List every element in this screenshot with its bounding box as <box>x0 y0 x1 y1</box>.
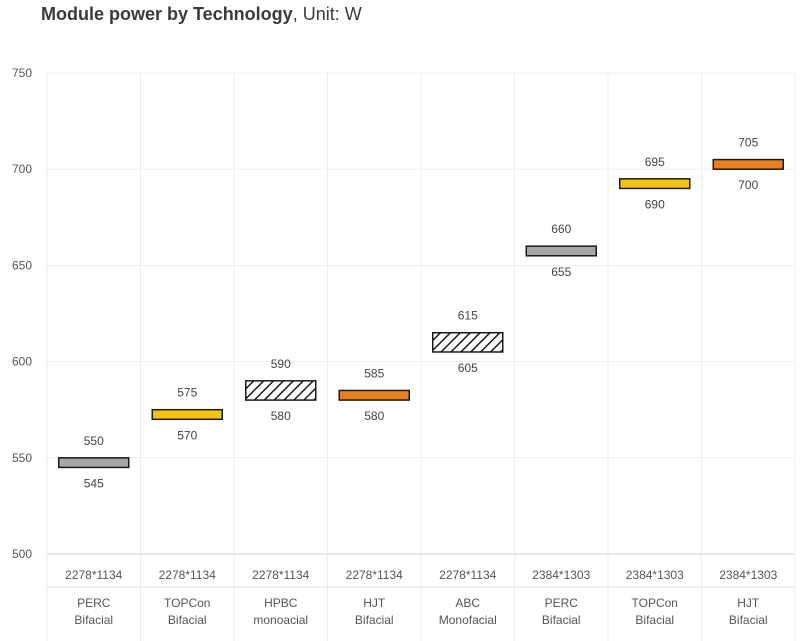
label-low: 545 <box>84 476 104 490</box>
label-high: 590 <box>271 357 291 371</box>
range-bar <box>58 457 130 469</box>
category-tech: HJT <box>363 596 386 610</box>
category-tech: ABC <box>455 596 480 610</box>
label-high: 660 <box>551 222 571 236</box>
category-tech: HJT <box>737 596 760 610</box>
category-tech: TOPCon <box>632 596 678 610</box>
label-low: 655 <box>551 265 571 279</box>
category-tech: PERC <box>77 596 111 610</box>
category-type: Monofacial <box>439 613 497 627</box>
y-tick-label: 700 <box>12 162 32 176</box>
y-tick-label: 600 <box>12 355 32 369</box>
category-size: 2278*1134 <box>346 568 403 582</box>
y-tick-label: 550 <box>12 451 32 465</box>
chart-unit: , Unit: W <box>292 4 362 24</box>
label-low: 605 <box>458 361 478 375</box>
category-size: 2278*1134 <box>252 568 309 582</box>
category-size: 2278*1134 <box>65 568 122 582</box>
label-high: 585 <box>364 366 384 380</box>
y-tick-label: 500 <box>12 547 32 561</box>
range-bar <box>245 380 317 401</box>
y-tick-label: 750 <box>12 66 32 80</box>
label-low: 580 <box>364 409 384 423</box>
category-size: 2384*1303 <box>626 568 684 582</box>
chart-title: Module power by Technology, Unit: W <box>41 4 362 25</box>
range-bar <box>619 178 691 190</box>
category-tech: TOPCon <box>164 596 210 610</box>
category-type: Bifacial <box>168 613 207 627</box>
category-type: Bifacial <box>74 613 113 627</box>
label-high: 705 <box>738 136 758 150</box>
range-bar <box>338 389 410 401</box>
label-low: 690 <box>645 197 665 211</box>
category-type: Bifacial <box>542 613 581 627</box>
chart-title-main: Module power by Technology <box>41 4 293 24</box>
label-high: 575 <box>177 386 197 400</box>
label-low: 700 <box>738 178 758 192</box>
category-size: 2278*1134 <box>439 568 496 582</box>
label-high: 550 <box>84 434 104 448</box>
category-type: Bifacial <box>729 613 768 627</box>
category-size: 2384*1303 <box>719 568 777 582</box>
range-bar <box>525 245 597 257</box>
range-bar <box>151 408 223 421</box>
category-type: monoacial <box>253 613 308 627</box>
label-high: 615 <box>458 309 478 323</box>
category-type: Bifacial <box>355 613 394 627</box>
range-bar <box>432 331 504 353</box>
y-tick-label: 650 <box>12 258 32 272</box>
range-bar <box>712 158 784 170</box>
category-size: 2384*1303 <box>532 568 590 582</box>
category-type: Bifacial <box>635 613 674 627</box>
label-low: 570 <box>177 428 197 442</box>
category-size: 2278*1134 <box>159 568 216 582</box>
category-tech: HPBC <box>264 596 298 610</box>
label-high: 695 <box>645 155 665 169</box>
label-low: 580 <box>271 409 291 423</box>
category-tech: PERC <box>545 596 579 610</box>
